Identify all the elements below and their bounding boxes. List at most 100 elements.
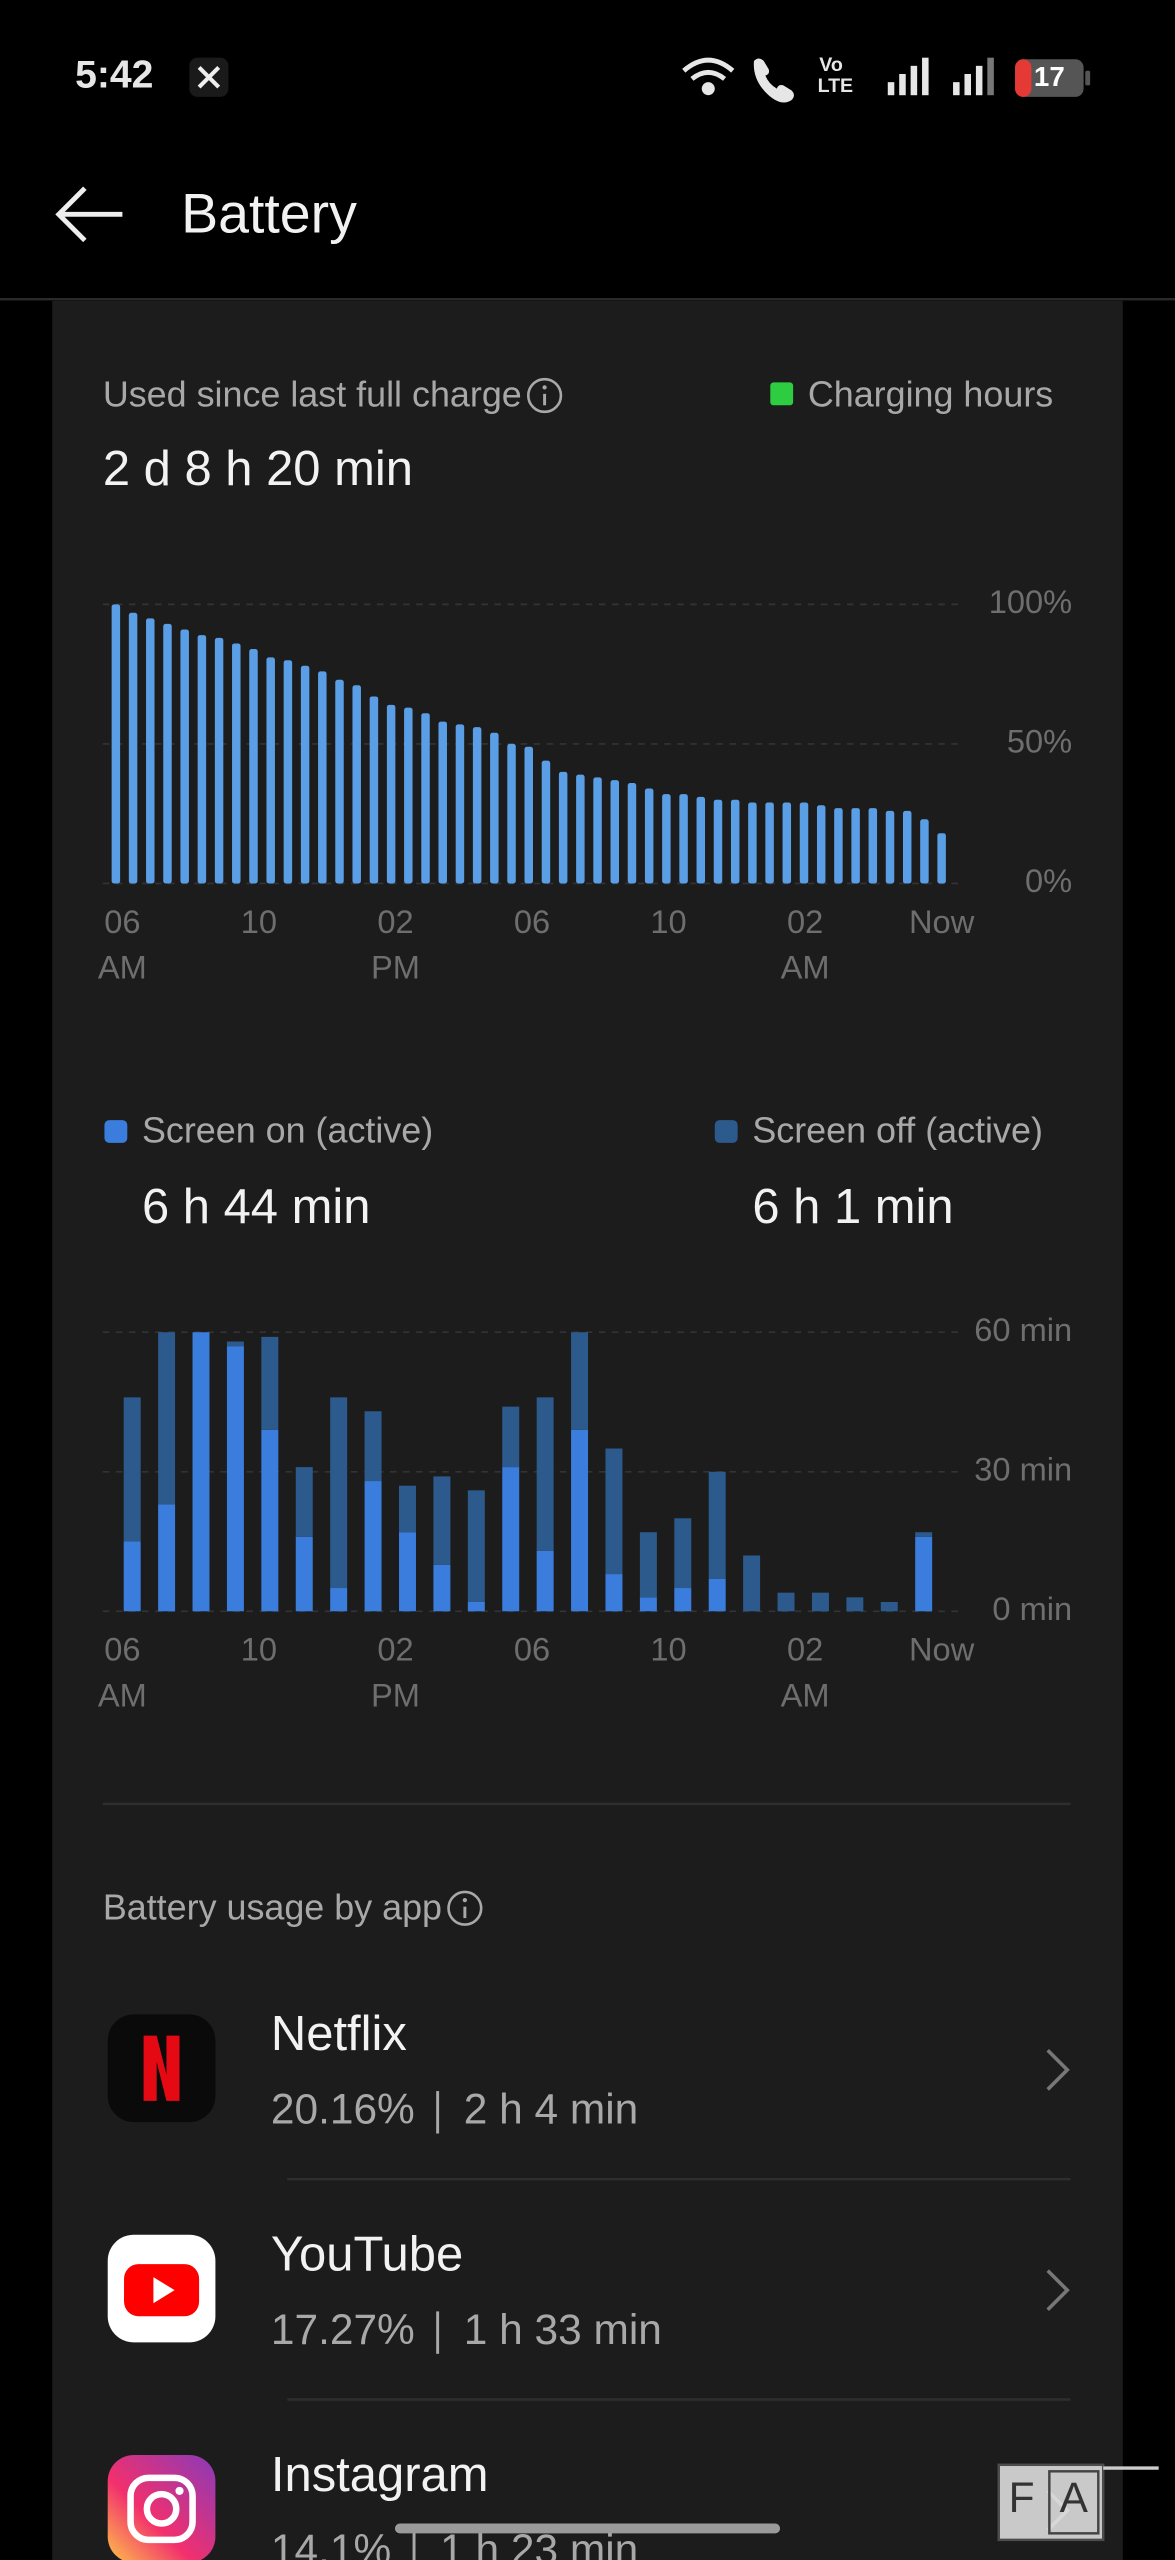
battery-bar bbox=[679, 794, 688, 884]
usage-bar-segment bbox=[605, 1448, 623, 1575]
app-logo bbox=[143, 2490, 180, 2527]
battery-bar bbox=[180, 629, 189, 884]
app-percent: 17.27% bbox=[271, 2306, 415, 2353]
usage-bar-segment bbox=[158, 1332, 176, 1505]
battery-bar bbox=[541, 760, 551, 884]
app-percent: 14.1% bbox=[271, 2526, 391, 2560]
battery-bar bbox=[885, 810, 895, 884]
legend-label: Charging hours bbox=[808, 375, 1053, 415]
app-row[interactable]: YouTube 17.27% 1 h 33 min bbox=[107, 2227, 1071, 2401]
back-button[interactable] bbox=[41, 174, 139, 256]
y-tick-label: 100% bbox=[989, 583, 1072, 620]
x-notification-icon bbox=[189, 57, 229, 97]
battery-bar bbox=[266, 657, 275, 884]
page-title: Battery bbox=[181, 182, 357, 244]
usage-bar-segment bbox=[192, 1332, 210, 1612]
usage-bar-segment bbox=[639, 1597, 657, 1612]
usage-bar-segment bbox=[261, 1429, 279, 1612]
legend-swatch bbox=[104, 1120, 128, 1143]
app-logo bbox=[153, 2277, 175, 2304]
battery-bar bbox=[232, 643, 241, 884]
section-title: Battery usage by app bbox=[103, 1887, 442, 1927]
x-tick-sublabel: PM bbox=[371, 949, 420, 986]
chevron bbox=[1046, 2269, 1070, 2312]
x-tick-label: Now bbox=[909, 903, 975, 940]
battery-bar bbox=[902, 810, 912, 884]
battery-bar bbox=[748, 802, 757, 884]
battery-bar bbox=[352, 685, 361, 884]
app-name: YouTube bbox=[271, 2227, 463, 2281]
usage-bar-segment bbox=[226, 1346, 244, 1612]
usage-bar-segment bbox=[399, 1532, 416, 1612]
battery-bar bbox=[146, 618, 155, 884]
app-time: 1 h 33 min bbox=[464, 2306, 662, 2353]
x-tick-sublabel: AM bbox=[781, 949, 830, 986]
usage-bar-segment bbox=[158, 1504, 176, 1612]
info-icon[interactable] bbox=[447, 1890, 483, 1926]
info-icon[interactable] bbox=[526, 377, 563, 414]
usage-bar-segment bbox=[467, 1601, 485, 1612]
battery-bar bbox=[214, 637, 224, 884]
app-row[interactable]: Netflix 20.16% 2 h 4 min bbox=[107, 2007, 1071, 2181]
x-tick-label: 06 bbox=[514, 903, 550, 940]
usage-bar-segment bbox=[502, 1467, 520, 1612]
usage-bar-segment bbox=[330, 1397, 348, 1589]
battery-bar bbox=[507, 743, 516, 884]
x-tick-label: 02 bbox=[377, 1631, 413, 1668]
battery-bar bbox=[610, 780, 620, 884]
y-tick-label: 60 min bbox=[974, 1311, 1072, 1348]
battery-level: 17 bbox=[1034, 61, 1065, 92]
usage-bar-segment bbox=[605, 1574, 623, 1612]
battery-bar bbox=[163, 623, 172, 884]
x-tick-sublabel: AM bbox=[98, 949, 147, 986]
battery-bar bbox=[834, 808, 843, 884]
battery-bar bbox=[937, 833, 946, 884]
battery-bar bbox=[111, 604, 121, 884]
info-dot bbox=[462, 1898, 467, 1903]
x-tick-label: 06 bbox=[104, 1631, 140, 1668]
battery-icon bbox=[1015, 59, 1091, 97]
battery-bar bbox=[404, 707, 413, 884]
usage-bar-segment bbox=[364, 1411, 382, 1482]
usage-bar-segment bbox=[777, 1592, 795, 1612]
battery-bar bbox=[318, 671, 327, 884]
chevron bbox=[1046, 2049, 1070, 2091]
usage-bar-segment bbox=[536, 1397, 554, 1551]
usage-bar-segment bbox=[536, 1550, 554, 1612]
network-label: Vo bbox=[819, 54, 843, 76]
overlay-letter: F bbox=[1009, 2474, 1035, 2521]
battery-bar bbox=[868, 808, 878, 884]
battery-bar bbox=[490, 732, 499, 884]
battery-bar bbox=[920, 819, 929, 884]
battery-bar bbox=[730, 799, 740, 884]
legend-label: Screen on (active) bbox=[142, 1111, 433, 1151]
screen-chart: 0 min 30 min 60 min 06 AM 10 02 PM 06 10 02 AM Now bbox=[98, 1311, 1072, 1714]
usage-bar-segment bbox=[846, 1597, 864, 1612]
battery-bar bbox=[576, 774, 585, 884]
battery-bar bbox=[386, 704, 396, 884]
home-indicator bbox=[394, 2523, 781, 2534]
battery-bar bbox=[472, 727, 482, 884]
app-list: Netflix 20.16% 2 h 4 min YouTube 17.27% 1 h 3… bbox=[107, 2007, 1071, 2560]
battery-bar bbox=[696, 796, 706, 884]
y-tick-label: 0 min bbox=[992, 1590, 1072, 1627]
legend-label: Screen off (active) bbox=[752, 1111, 1043, 1151]
usage-bar-segment bbox=[743, 1555, 761, 1612]
battery-bar bbox=[851, 808, 860, 884]
legend-swatch bbox=[770, 382, 794, 406]
usage-bar-segment bbox=[708, 1471, 726, 1579]
clock: 5:42 bbox=[75, 54, 153, 97]
info-dot bbox=[542, 385, 547, 390]
x-tick-label: 06 bbox=[104, 903, 140, 940]
x-tick-sublabel: PM bbox=[371, 1676, 420, 1713]
y-tick-label: 0% bbox=[1025, 862, 1072, 899]
floating-keyboard-badge[interactable] bbox=[997, 2463, 1159, 2542]
battery-chart: 0% 50% 100% 06 AM 10 02 PM 06 10 02 AM Now bbox=[98, 583, 1072, 986]
usage-bar-segment bbox=[915, 1532, 933, 1537]
usage-bar-segment bbox=[639, 1532, 657, 1598]
x-tick-label: 06 bbox=[514, 1631, 550, 1668]
overlay-letter: A bbox=[1060, 2474, 1089, 2521]
battery-bar bbox=[558, 771, 568, 884]
usage-bar-segment bbox=[674, 1588, 692, 1612]
